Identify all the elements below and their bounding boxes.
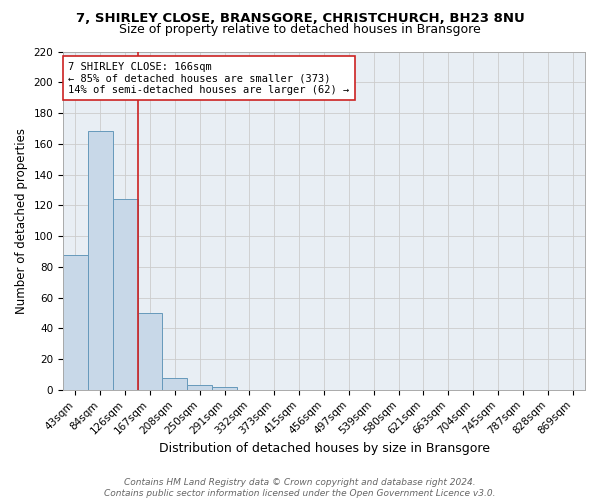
Y-axis label: Number of detached properties: Number of detached properties [15, 128, 28, 314]
Text: 7 SHIRLEY CLOSE: 166sqm
← 85% of detached houses are smaller (373)
14% of semi-d: 7 SHIRLEY CLOSE: 166sqm ← 85% of detache… [68, 62, 349, 95]
Text: Size of property relative to detached houses in Bransgore: Size of property relative to detached ho… [119, 22, 481, 36]
Bar [137, 313, 163, 390]
Bar [212, 387, 237, 390]
X-axis label: Distribution of detached houses by size in Bransgore: Distribution of detached houses by size … [158, 442, 490, 455]
Text: 7, SHIRLEY CLOSE, BRANSGORE, CHRISTCHURCH, BH23 8NU: 7, SHIRLEY CLOSE, BRANSGORE, CHRISTCHURC… [76, 12, 524, 26]
Bar [187, 386, 212, 390]
Bar [113, 199, 137, 390]
Bar [163, 378, 187, 390]
Text: Contains HM Land Registry data © Crown copyright and database right 2024.
Contai: Contains HM Land Registry data © Crown c… [104, 478, 496, 498]
Bar [88, 132, 113, 390]
Bar [63, 254, 88, 390]
